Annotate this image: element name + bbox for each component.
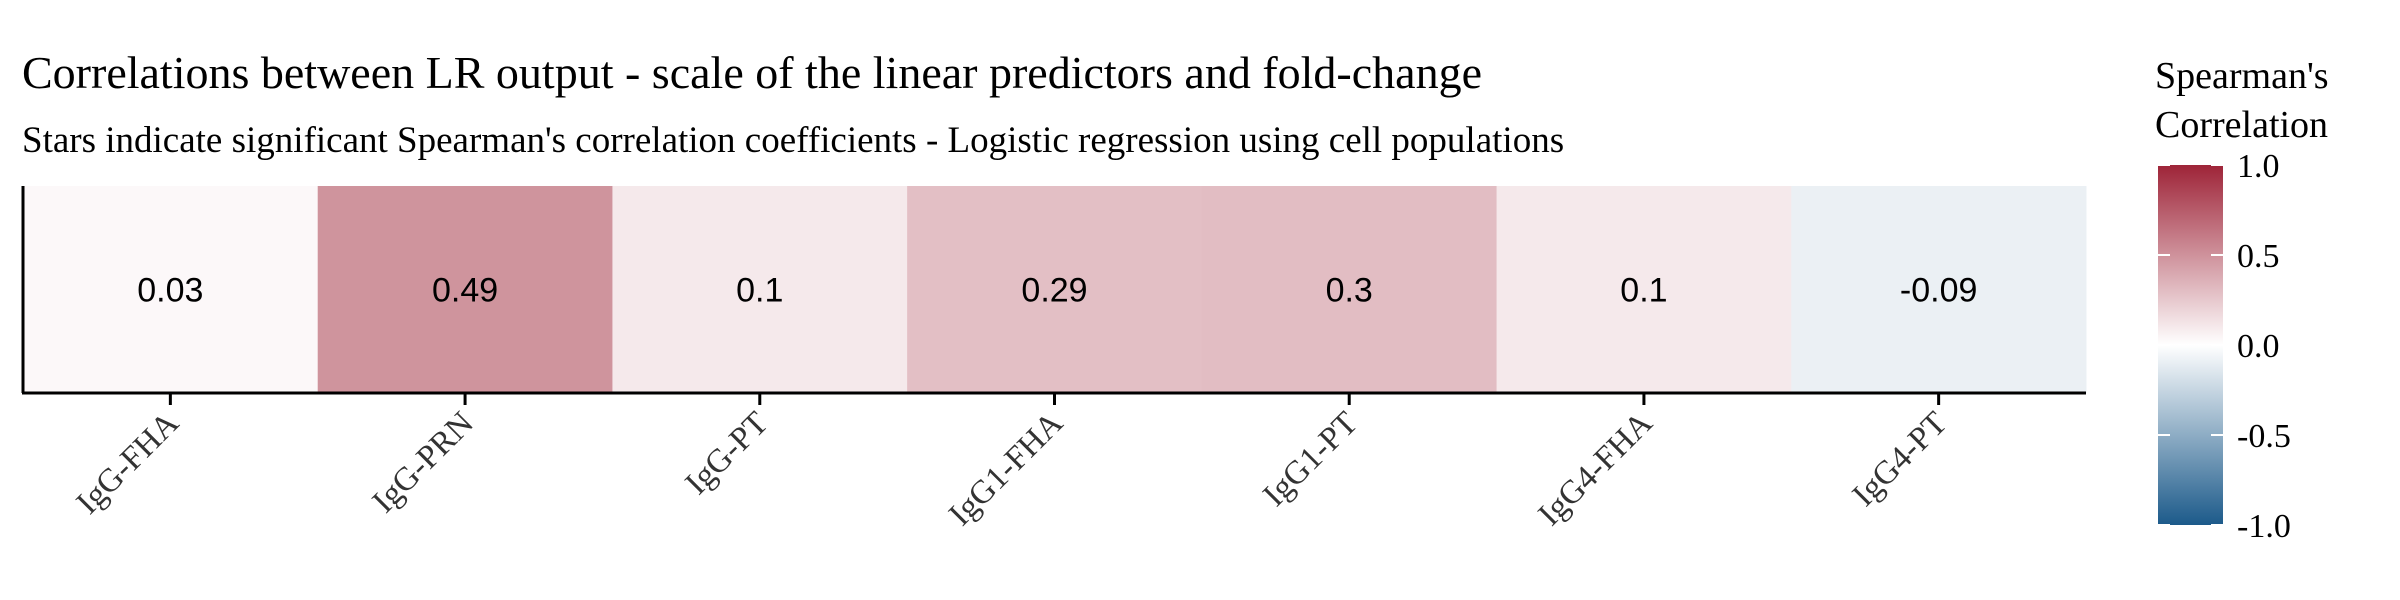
x-tick-label: IgG4-PT [1846,405,1954,513]
cell-value-label: 0.3 [1326,272,1373,310]
x-tick-label: IgG-PT [679,405,776,502]
heatmap-cell-igg1-pt [1201,186,1498,393]
cell-value-label: 0.1 [1620,272,1667,310]
heatmap-cell-igg-pt [612,186,908,393]
chart-subtitle: Stars indicate significant Spearman's co… [22,120,1564,161]
legend-title-line1: Spearman's [2155,55,2329,97]
x-axis-tick-labels: IgG-FHA IgG-PRN IgG-PT IgG1-FHA IgG1-PT IgG4-… [70,405,1954,533]
cell-value-label: -0.09 [1900,272,1978,310]
cell-value-label: 0.1 [736,272,783,310]
x-tick-label: IgG4-FHA [1532,405,1660,533]
legend-tick-label: -1.0 [2237,508,2291,545]
x-tick-label: IgG-PRN [366,405,481,520]
heatmap-cell-igg-prn [317,186,613,393]
x-tick-label: IgG1-FHA [942,405,1070,533]
heatmap-cell-labels: 0.03 0.49 0.1 0.29 0.3 0.1 -0.09 [137,272,1977,310]
heatmap-cell-igg4-pt [1791,186,2087,393]
heatmap-cell-igg1-fha [907,186,1203,393]
x-axis-ticks [168,393,1941,405]
legend-tick-label: -0.5 [2237,418,2291,455]
cell-value-label: 0.49 [432,272,498,310]
chart-title: Correlations between LR output - scale o… [22,47,1482,98]
legend-tick-label: 1.0 [2237,148,2280,185]
x-tick-label: IgG-FHA [70,405,186,521]
x-tick-label: IgG1-PT [1256,405,1364,513]
cell-value-label: 0.29 [1021,272,1087,310]
legend-tick-labels: 1.0 0.5 0.0 -0.5 -1.0 [2237,148,2291,545]
legend-tick-label: 0.5 [2237,238,2280,275]
heatmap-cell-igg-fha [23,186,319,393]
legend: Spearman's Correlation 1.0 0.5 0.0 -0.5 -1.0 [2155,55,2329,545]
legend-tick-label: 0.0 [2237,328,2280,365]
heatmap-cells [23,186,2087,393]
legend-ticks [2158,164,2223,526]
cell-value-label: 0.03 [137,272,203,310]
heatmap-cell-igg4-fha [1496,186,1792,393]
legend-title-line2: Correlation [2155,104,2328,146]
